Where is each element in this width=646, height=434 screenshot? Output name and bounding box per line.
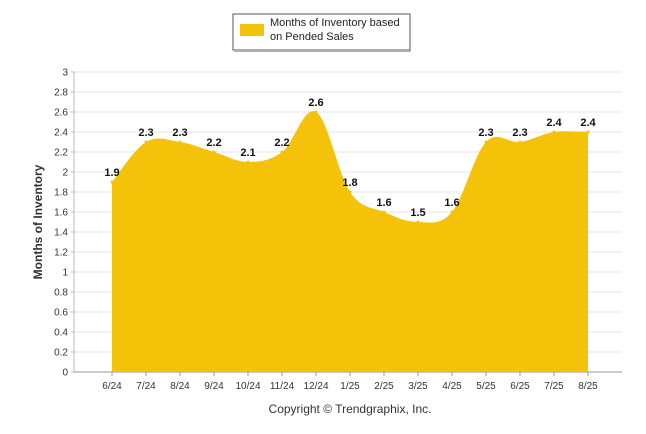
- data-point: [484, 140, 488, 144]
- y-tick-label: 0.4: [54, 328, 68, 339]
- y-tick-label: 1.8: [54, 188, 68, 199]
- data-label: 2.3: [172, 127, 187, 139]
- data-label: 2.6: [308, 97, 323, 109]
- y-axis-label: Months of Inventory: [31, 164, 45, 279]
- y-tick-label: 0.2: [54, 348, 68, 359]
- x-tick-labels: 6/24 7/24 8/24 9/24 10/24 11/24 12/24 1/25 2/25 3…: [102, 372, 598, 392]
- data-point: [314, 110, 318, 114]
- y-tick-label: 2.8: [54, 88, 68, 99]
- y-tick-label: 0: [62, 368, 68, 379]
- data-point: [382, 210, 386, 214]
- data-point: [280, 150, 284, 154]
- data-point: [212, 150, 216, 154]
- x-tick-label: 9/24: [204, 381, 224, 392]
- data-label: 2.4: [580, 117, 596, 129]
- data-label: 2.1: [240, 147, 255, 159]
- y-tick-label: 1.4: [54, 228, 68, 239]
- y-tick-labels: 0 0.2 0.4 0.6 0.8 1 1.2 1.4 1.6 1.8 2 2.2 2.4 2.6 2.8 3: [54, 68, 68, 379]
- x-tick-label: 6/24: [102, 381, 122, 392]
- data-label: 2.2: [274, 137, 289, 149]
- y-tick-label: 1: [62, 268, 68, 279]
- data-label: 1.8: [342, 177, 357, 189]
- legend-swatch: [240, 24, 264, 36]
- x-tick-label: 7/25: [544, 381, 564, 392]
- copyright-text: Copyright © Trendgraphix, Inc.: [269, 402, 432, 416]
- y-tick-label: 2.4: [54, 128, 68, 139]
- legend-box-shadow: [234, 50, 411, 52]
- y-tick-label: 1.6: [54, 208, 68, 219]
- x-tick-label: 12/24: [303, 381, 328, 392]
- data-point: [586, 130, 590, 134]
- area-fill: [112, 111, 588, 372]
- y-tick-label: 2.2: [54, 148, 68, 159]
- data-point: [416, 220, 420, 224]
- y-tick-label: 0.6: [54, 308, 68, 319]
- x-tick-label: 8/24: [170, 381, 190, 392]
- legend: Months of Inventory based on Pended Sale…: [232, 13, 411, 52]
- data-point: [178, 140, 182, 144]
- y-tick-label: 0.8: [54, 288, 68, 299]
- y-tick-label: 3: [62, 68, 68, 79]
- y-tick-label: 2: [62, 168, 68, 179]
- legend-label-line-1: Months of Inventory based: [270, 17, 400, 29]
- x-tick-label: 3/25: [408, 381, 428, 392]
- data-label: 2.3: [138, 127, 153, 139]
- data-point: [518, 140, 522, 144]
- data-point: [348, 190, 352, 194]
- legend-label-line-2: on Pended Sales: [270, 31, 354, 43]
- x-tick-label: 1/25: [340, 381, 360, 392]
- x-tick-label: 5/25: [476, 381, 496, 392]
- data-label: 1.6: [376, 197, 391, 209]
- data-point: [246, 160, 250, 164]
- x-tick-label: 7/24: [136, 381, 156, 392]
- data-point: [144, 140, 148, 144]
- data-label: 1.9: [104, 167, 119, 179]
- data-labels: 1.9 2.3 2.3 2.2 2.1 2.2 2.6 1.8 1.6 1.5 1.6 2.3 2.3 2…: [104, 97, 596, 219]
- y-tick-label: 2.6: [54, 108, 68, 119]
- data-label: 2.2: [206, 137, 221, 149]
- x-tick-label: 10/24: [235, 381, 260, 392]
- data-label: 2.3: [512, 127, 527, 139]
- area-series: [110, 110, 590, 372]
- x-tick-label: 2/25: [374, 381, 394, 392]
- data-label: 2.3: [478, 127, 493, 139]
- x-tick-label: 4/25: [442, 381, 462, 392]
- data-point: [450, 210, 454, 214]
- data-label: 1.6: [444, 197, 459, 209]
- data-label: 1.5: [410, 207, 425, 219]
- data-label: 2.4: [546, 117, 562, 129]
- y-tick-label: 1.2: [54, 248, 68, 259]
- x-tick-label: 11/24: [270, 381, 295, 392]
- x-tick-label: 8/25: [578, 381, 598, 392]
- data-point: [110, 180, 114, 184]
- data-point: [552, 130, 556, 134]
- x-tick-label: 6/25: [510, 381, 530, 392]
